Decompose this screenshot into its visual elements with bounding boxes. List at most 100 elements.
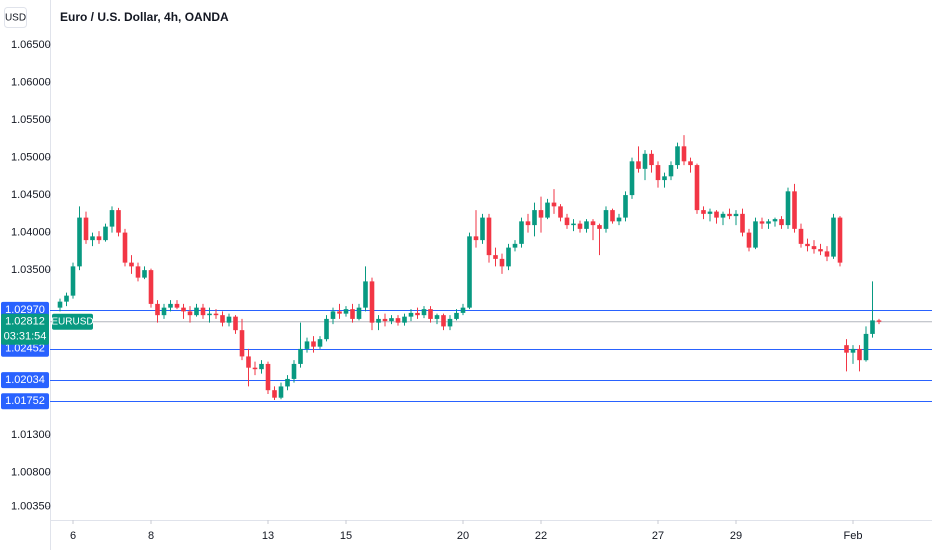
x-tick-label: 22 (535, 530, 547, 542)
candle-body (519, 221, 524, 244)
candle-body (116, 210, 121, 233)
candle-body (577, 223, 583, 229)
candle-body (603, 210, 609, 229)
price-tag-label: 1.02452 (5, 343, 45, 355)
candle-body (746, 232, 752, 248)
candle-body (109, 210, 115, 227)
candle-body (324, 318, 329, 340)
candle-body (759, 221, 765, 224)
candle-body (252, 367, 258, 370)
candle-body (564, 217, 570, 226)
candle-body (96, 236, 102, 241)
y-tick-label: 1.01300 (11, 429, 51, 441)
candle-body (610, 210, 615, 222)
candle-body (707, 211, 713, 214)
candle-body (668, 165, 674, 177)
candle-body (506, 247, 511, 267)
candle-body (753, 221, 758, 248)
candle-body (460, 307, 466, 313)
price-tag-label: 1.02034 (5, 374, 45, 386)
y-tick-label: 1.04500 (11, 189, 51, 201)
x-tick-label: 6 (70, 530, 76, 542)
x-tick-label: 20 (457, 530, 469, 542)
candle-body (194, 307, 199, 316)
candle-body (447, 318, 453, 327)
candle-body (532, 210, 537, 226)
candle-body (402, 316, 407, 323)
candle-body (545, 202, 550, 218)
candle-body (584, 221, 589, 229)
candle-body (824, 251, 830, 257)
candle-body (785, 191, 791, 226)
y-tick-label: 1.03500 (11, 264, 51, 276)
candle-body (486, 217, 492, 256)
candle-body (135, 266, 141, 278)
candle-body (330, 311, 336, 319)
candle-body (727, 213, 732, 217)
x-tick-label: 27 (652, 530, 664, 542)
currency: USD (5, 13, 26, 24)
candle-body (616, 217, 622, 222)
candle-body (818, 249, 823, 252)
chart-title: Euro / U.S. Dollar, 4h, OANDA (60, 10, 229, 24)
candle-body (122, 232, 128, 263)
candle-body (857, 348, 862, 361)
candle-body (363, 281, 368, 308)
x-tick-label: 15 (340, 530, 352, 542)
candle-body (642, 153, 648, 169)
candle-body (207, 313, 212, 316)
candle-body (870, 320, 875, 334)
y-tick-label: 1.06000 (11, 76, 51, 88)
candle-body (792, 191, 797, 229)
candle-body (265, 363, 271, 391)
candle-body (213, 313, 219, 316)
candle-body (688, 161, 693, 166)
candle-body (389, 318, 394, 322)
candle-body (259, 363, 264, 370)
candle-body (512, 243, 518, 248)
candle-body (428, 309, 433, 319)
x-tick-label: 29 (730, 530, 742, 542)
price-tag (1, 372, 49, 389)
y-tick-label: 1.06500 (11, 39, 51, 51)
y-tick-label: 1.05500 (11, 114, 51, 126)
candle-body (733, 213, 739, 217)
candle-body (597, 225, 602, 229)
candle-body (629, 161, 635, 196)
price-tag-label: 1.02970 (5, 304, 45, 316)
candle-body (369, 281, 375, 323)
price-tag-label: 1.01752 (5, 395, 45, 407)
candle-body (317, 339, 323, 347)
candle-body (434, 315, 440, 319)
candle-body (291, 363, 297, 379)
candle-body (376, 318, 381, 323)
candle-body (694, 165, 700, 211)
candle-body (473, 236, 479, 241)
candle-body (681, 146, 687, 162)
candle-body (740, 213, 745, 233)
candle-body (226, 316, 232, 323)
candle-body (57, 301, 63, 308)
y-tick-label: 1.05000 (11, 151, 51, 163)
candle-body (148, 270, 154, 304)
candle-body (155, 303, 160, 316)
candle-body (298, 348, 303, 364)
candle-body (90, 236, 95, 241)
candle-body (408, 312, 414, 317)
candle-body (304, 341, 310, 349)
candle-body (441, 315, 446, 327)
currency-box[interactable] (4, 7, 27, 28)
candle-body (337, 311, 342, 314)
candle-body (480, 217, 485, 241)
candle-body (538, 210, 544, 218)
candle-body (811, 246, 817, 250)
candle-body (766, 221, 771, 224)
symbol-tag (52, 313, 93, 330)
candle-body (590, 221, 596, 226)
candle-body (285, 378, 290, 387)
candle-body (493, 255, 498, 259)
candle-body (233, 316, 238, 331)
candle-body (675, 146, 680, 166)
candle-body (187, 311, 193, 316)
symbol-label: EURUSD (51, 316, 93, 327)
